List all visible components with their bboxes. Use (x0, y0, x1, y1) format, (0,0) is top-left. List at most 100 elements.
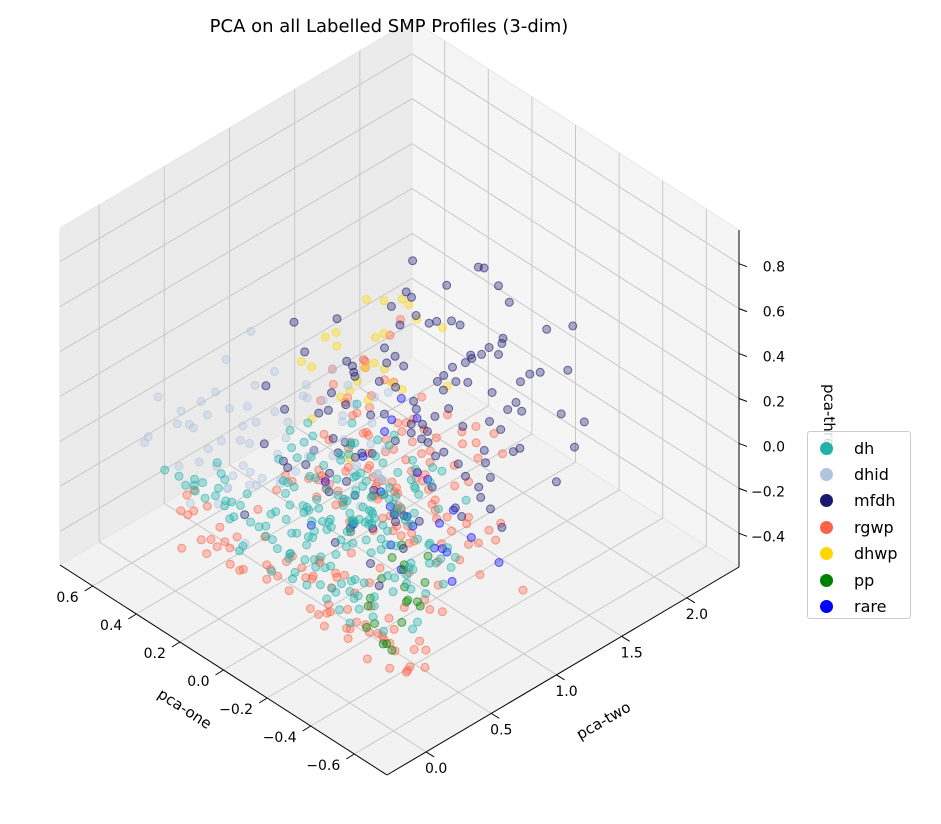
z-gridline (59, 187, 740, 399)
data-point-rgwp (352, 408, 362, 418)
data-point-mfdh (422, 426, 432, 436)
data-point-dh (389, 509, 399, 519)
data-point-rgwp (196, 535, 206, 545)
data-point-mfdh (357, 448, 367, 458)
data-point-mfdh (432, 377, 442, 386)
data-point-mfdh (289, 317, 299, 327)
x-tick (84, 585, 93, 592)
data-point-rgwp (206, 535, 216, 544)
data-point-pp (397, 617, 407, 627)
data-point-mfdh (395, 320, 405, 330)
data-point-mfdh (332, 314, 342, 324)
data-point-dh (285, 549, 295, 559)
data-point-dhid (367, 418, 377, 428)
data-point-dhid (216, 436, 226, 446)
data-point-dh (290, 567, 300, 577)
data-point-rgwp (471, 438, 481, 448)
data-point-dh (410, 464, 420, 474)
data-point-mfdh (551, 477, 561, 487)
data-point-mfdh (516, 377, 525, 387)
data-point-mfdh (511, 397, 521, 407)
data-point-dh (339, 494, 349, 504)
data-point-dh (346, 576, 356, 586)
data-point-rgwp (331, 500, 341, 510)
legend-marker (820, 468, 833, 482)
data-point-dhid (373, 469, 382, 479)
data-point-dh (298, 501, 308, 511)
data-point-rgwp (364, 430, 373, 440)
data-point-dh (322, 525, 332, 535)
data-point-rgwp (284, 586, 294, 596)
x-gridline (266, 153, 620, 699)
data-point-dh (413, 534, 423, 544)
y-tick (556, 674, 565, 681)
legend-label: rare (854, 597, 887, 617)
data-point-dh (369, 601, 379, 611)
data-point-rgwp (343, 462, 353, 472)
legend-label: dh (854, 438, 875, 458)
data-point-dhid (202, 410, 212, 420)
legend-item-rgwp: rgwp (820, 514, 910, 540)
data-point-rgwp (212, 542, 222, 552)
data-point-dh (271, 507, 281, 517)
data-point-dh (378, 520, 388, 530)
legend-label: mfdh (854, 491, 896, 511)
data-point-dh (274, 454, 284, 464)
data-point-rgwp (390, 646, 400, 656)
data-point-mfdh (382, 358, 392, 368)
y-tick-label: 1.0 (555, 684, 577, 700)
data-point-mfdh (325, 468, 334, 478)
data-point-dhid (301, 380, 311, 390)
data-point-mfdh (366, 410, 376, 420)
data-point-dh (373, 435, 383, 445)
data-point-mfdh (476, 492, 486, 502)
data-point-dh (336, 535, 346, 545)
data-point-dh (364, 520, 374, 529)
chart-title: PCA on all Labelled SMP Profiles (3-dim) (209, 16, 569, 37)
data-point-pp (362, 622, 372, 632)
z-gridline (59, 232, 740, 444)
legend-label: dhwp (854, 544, 898, 564)
data-point-dh (391, 541, 401, 551)
data-point-dh (347, 418, 357, 428)
data-point-dh (285, 500, 295, 510)
legend-marker (820, 600, 833, 614)
data-point-dhid (185, 498, 195, 508)
data-point-mfdh (494, 350, 503, 359)
y-tick (491, 712, 500, 719)
data-point-mfdh (379, 409, 389, 419)
data-point-mfdh (423, 438, 433, 447)
y-gridline (228, 127, 557, 676)
legend-item-dh: dh (820, 435, 910, 461)
data-point-dh (267, 535, 277, 545)
data-point-dh (370, 513, 380, 523)
data-point-rgwp (319, 429, 329, 439)
data-point-rgwp (427, 499, 437, 509)
data-point-dhid (343, 380, 353, 390)
data-point-dh (289, 482, 299, 492)
data-point-rgwp (518, 585, 528, 595)
data-point-dh (366, 548, 376, 558)
data-point-mfdh (391, 382, 401, 392)
x-gridline (136, 69, 489, 615)
data-point-mfdh (424, 318, 434, 328)
data-point-dh (220, 475, 230, 485)
data-point-mfdh (579, 417, 589, 427)
data-point-mfdh (479, 263, 489, 273)
x-axis-label: pca-one (154, 685, 215, 733)
data-point-mfdh (457, 512, 467, 521)
data-point-mfdh (474, 482, 484, 492)
data-point-dh (401, 511, 411, 521)
data-point-dh (235, 500, 245, 510)
data-point-rare (320, 477, 330, 487)
data-point-dhid (245, 480, 255, 490)
data-point-dhid (188, 423, 198, 433)
data-point-rgwp (182, 490, 192, 500)
data-point-dh (406, 558, 416, 568)
data-point-dhid (174, 461, 184, 471)
data-point-dh (359, 578, 369, 588)
data-point-dh (318, 516, 328, 526)
data-point-rgwp (425, 604, 435, 614)
data-point-dh (308, 533, 318, 543)
x-tick (128, 613, 137, 620)
